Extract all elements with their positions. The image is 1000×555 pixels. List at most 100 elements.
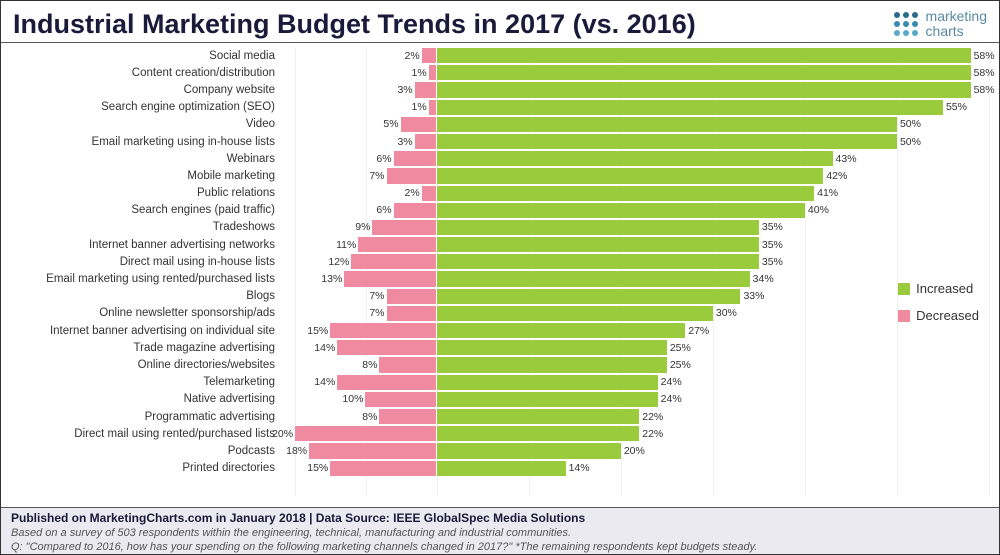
bar-increased: 22% [437, 409, 639, 424]
legend-label-increased: Increased [916, 281, 973, 296]
bar-increased: 25% [437, 357, 667, 372]
bar-increased-value: 24% [658, 376, 682, 388]
bar-increased: 55% [437, 100, 943, 115]
bar-increased: 25% [437, 340, 667, 355]
bar-increased: 35% [437, 237, 759, 252]
bar-decreased: 15% [330, 323, 436, 338]
bar-decreased: 5% [401, 117, 436, 132]
bar-container: 20%22% [281, 425, 989, 442]
bar-decreased-value: 1% [409, 67, 429, 79]
category-label: Direct mail using in-house lists [11, 256, 281, 268]
chart-row: Direct mail using in-house lists12%35% [11, 253, 989, 270]
bar-decreased: 6% [394, 203, 436, 218]
category-label: Internet banner advertising networks [11, 239, 281, 251]
bar-container: 3%50% [281, 133, 989, 150]
bar-decreased: 7% [387, 168, 436, 183]
chart-row: Online directories/websites8%25% [11, 356, 989, 373]
chart-row: Internet banner advertising on individua… [11, 322, 989, 339]
legend: Increased Decreased [898, 281, 979, 335]
bar-increased-value: 58% [971, 84, 995, 96]
bar-container: 15%14% [281, 460, 989, 477]
legend-increased: Increased [898, 281, 979, 296]
bar-decreased-value: 13% [318, 273, 344, 285]
category-label: Direct mail using rented/purchased lists [11, 428, 281, 440]
bar-decreased: 2% [422, 48, 436, 63]
bar-container: 8%25% [281, 356, 989, 373]
chart-title: Industrial Marketing Budget Trends in 20… [1, 1, 999, 43]
bar-increased-value: 42% [823, 170, 847, 182]
bar-decreased-value: 14% [311, 376, 337, 388]
bar-container: 3%58% [281, 81, 989, 98]
bar-increased-value: 25% [667, 359, 691, 371]
bar-decreased-value: 8% [359, 411, 379, 423]
category-label: Webinars [11, 153, 281, 165]
chart-row: Telemarketing14%24% [11, 374, 989, 391]
bar-increased-value: 34% [750, 273, 774, 285]
bar-container: 1% 58% [281, 64, 989, 81]
bar-increased: 27% [437, 323, 686, 338]
category-label: Online newsletter sponsorship/ads [11, 307, 281, 319]
chart-row: Printed directories15%14% [11, 460, 989, 477]
bar-container: 6%40% [281, 202, 989, 219]
brand-logo: marketing charts [894, 9, 987, 38]
bar-increased-value: 25% [667, 342, 691, 354]
chart-row: Native advertising 10% 24% [11, 391, 989, 408]
bar-decreased: 1% [429, 100, 436, 115]
bar-decreased: 2% [422, 186, 436, 201]
category-label: Programmatic advertising [11, 411, 281, 423]
bar-increased: 14% [437, 461, 566, 476]
category-label: Blogs [11, 290, 281, 302]
bar-decreased-value: 11% [333, 239, 358, 251]
bar-increased: 58% [437, 65, 971, 80]
category-label: Video [11, 118, 281, 130]
chart-row: Direct mail using rented/purchased lists… [11, 425, 989, 442]
logo-line1: marketing [926, 9, 987, 24]
bar-increased: 34% [437, 271, 750, 286]
bar-container: 7% 42% [281, 167, 989, 184]
bar-container: 18%20% [281, 442, 989, 459]
category-label: Public relations [11, 187, 281, 199]
bar-increased: 50% [437, 134, 897, 149]
chart-row: Podcasts18%20% [11, 442, 989, 459]
bar-decreased-value: 6% [373, 204, 393, 216]
bar-decreased-value: 9% [352, 221, 372, 233]
bar-increased-value: 24% [658, 393, 682, 405]
category-label: Native advertising [11, 393, 281, 405]
bar-container: 7% 33% [281, 288, 989, 305]
category-label: Trade magazine advertising [11, 342, 281, 354]
chart-row: Search engines (paid traffic)6%40% [11, 202, 989, 219]
chart-row: Email marketing using in-house lists3%50… [11, 133, 989, 150]
bar-container: 2%58% [281, 47, 989, 64]
chart-row: Trade magazine advertising14%25% [11, 339, 989, 356]
bar-decreased: 7% [387, 289, 436, 304]
category-label: Content creation/distribution [11, 67, 281, 79]
bar-increased-value: 41% [814, 187, 838, 199]
bar-decreased-value: 1% [409, 101, 429, 113]
bar-decreased: 6% [394, 151, 436, 166]
bar-increased-value: 50% [897, 136, 921, 148]
bar-decreased: 9% [372, 220, 435, 235]
bar-container: 8%22% [281, 408, 989, 425]
category-label: Social media [11, 50, 281, 62]
chart-area: Social media2%58%Content creation/distri… [11, 47, 989, 496]
bar-increased-value: 27% [685, 325, 709, 337]
legend-label-decreased: Decreased [916, 308, 979, 323]
bar-decreased-value: 14% [311, 342, 337, 354]
bar-increased-value: 20% [621, 445, 645, 457]
legend-swatch-increased [898, 283, 910, 295]
bar-container: 2% 41% [281, 185, 989, 202]
bar-increased-value: 33% [740, 290, 764, 302]
category-label: Email marketing using in-house lists [11, 136, 281, 148]
bar-increased: 43% [437, 151, 833, 166]
bar-decreased: 14% [337, 340, 435, 355]
logo-dots-icon [894, 12, 918, 36]
bar-decreased-value: 10% [339, 393, 365, 405]
bar-decreased-value: 5% [380, 118, 400, 130]
bar-decreased: 7% [387, 306, 436, 321]
footer-source: Published on MarketingCharts.com in Janu… [1, 508, 999, 526]
bar-container: 10% 24% [281, 391, 989, 408]
bar-decreased: 8% [379, 409, 435, 424]
bar-decreased: 15% [330, 461, 436, 476]
chart-row: Content creation/distribution 1% 58% [11, 64, 989, 81]
bar-container: 14% 24% [281, 374, 989, 391]
